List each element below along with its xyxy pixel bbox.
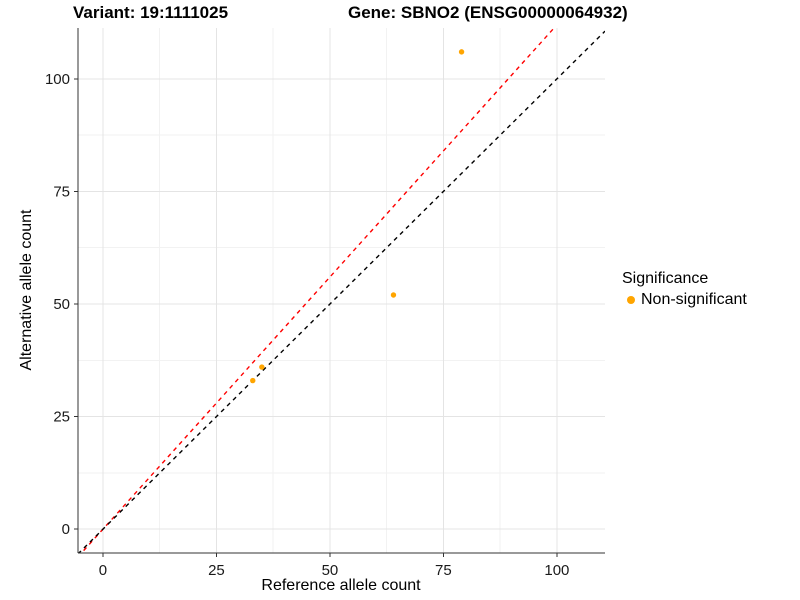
y-tick-label: 25 <box>53 409 70 426</box>
x-tick-label: 100 <box>544 562 569 579</box>
data-point <box>458 49 465 55</box>
data-point <box>250 377 256 384</box>
data-point <box>259 364 265 370</box>
legend-title: Significance <box>622 270 709 287</box>
identity-line <box>78 30 605 553</box>
y-tick-label: 100 <box>45 71 70 88</box>
y-axis-title: Alternative allele count <box>18 209 35 371</box>
legend-point-swatch <box>627 296 635 304</box>
plot-title-variant: Variant: 19:1111025 <box>73 3 229 22</box>
x-axis-title: Reference allele count <box>261 577 421 594</box>
x-tick-label: 50 <box>322 562 339 579</box>
x-tick-label: 0 <box>99 562 107 579</box>
x-tick-label: 75 <box>435 562 452 579</box>
x-tick-label: 25 <box>208 562 225 579</box>
legend-item-label: Non-significant <box>641 291 747 308</box>
legend-item-non-significant: Non-significant <box>622 291 747 309</box>
y-tick-label: 0 <box>62 521 70 538</box>
alt-ref-ratio-line <box>80 28 555 553</box>
legend: Significance Non-significant <box>622 270 747 309</box>
y-tick-label: 75 <box>53 183 70 200</box>
y-tick-label: 50 <box>53 296 70 313</box>
plot-title-gene: Gene: SBNO2 (ENSG00000064932) <box>348 3 628 22</box>
data-point <box>390 292 397 298</box>
